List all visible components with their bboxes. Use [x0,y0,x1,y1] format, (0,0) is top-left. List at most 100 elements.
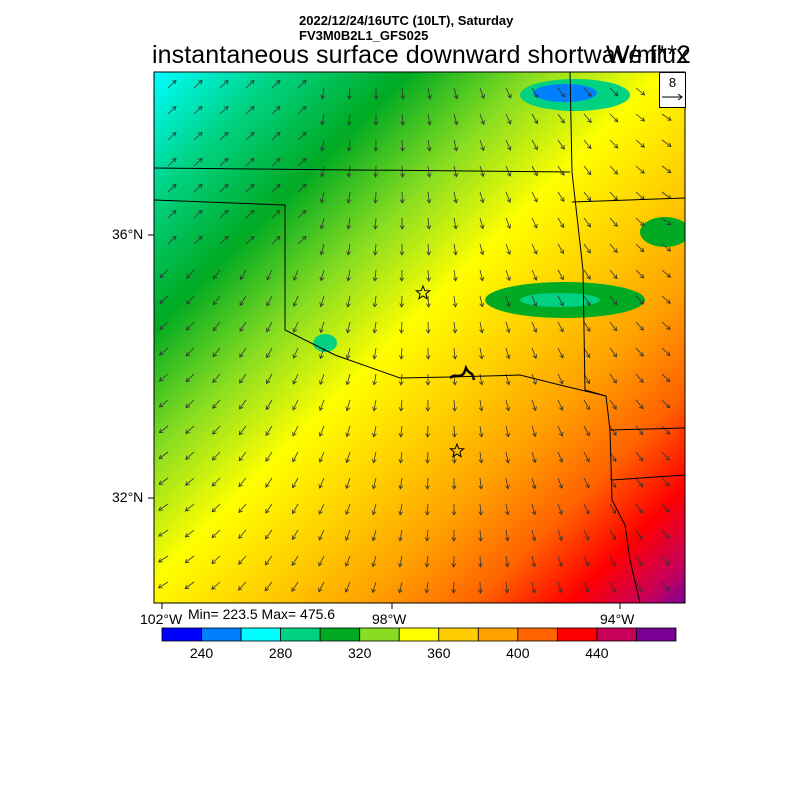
wind-vector-head [480,172,485,178]
wind-vector [158,451,169,459]
wind-vector-head [185,481,190,486]
wind-vector [264,581,273,591]
wind-vector-head [346,173,352,178]
wind-vector [193,210,203,219]
wind-vector-head [451,459,457,464]
wind-vector-head [373,147,379,152]
wind-vector-head [319,354,324,360]
wind-vector [427,269,430,282]
wind-vector-head [398,407,404,412]
wind-vector-head [276,79,281,85]
wind-vector-head [478,380,484,386]
wind-vector [348,165,351,177]
wind-vector-head [612,431,617,436]
wind-vector-head [559,301,564,307]
wind-vector-head [532,328,538,333]
wind-vector [271,158,281,167]
wind-vector [319,399,325,411]
wind-vector [661,139,672,147]
wind-vector-head [320,146,325,152]
wind-vector-head [613,222,618,227]
wind-vector [321,113,325,125]
wind-vector-head [184,507,190,512]
wind-vector-head [212,300,218,306]
wind-vector [245,80,255,89]
wind-vector [401,139,404,152]
wind-vector-head [266,379,271,385]
wind-vector [239,399,247,410]
wind-vector [193,132,203,141]
wind-vector [531,165,538,176]
wind-vector-head [586,275,591,280]
wind-vector [347,269,351,281]
wind-vector [266,321,273,332]
wind-vector [297,80,307,89]
wind-vector [219,106,229,115]
wind-vector [505,113,511,125]
wind-vector-head [531,510,537,516]
wind-vector-head [198,235,203,241]
wind-vector-head [264,586,270,592]
wind-vector-head [158,402,164,408]
wind-vector-head [640,169,645,174]
wind-vector-head [276,209,281,215]
wind-vector [211,581,221,590]
wind-vector-head [424,563,430,568]
vector-reference-box: 8 [659,72,686,108]
wind-vector [265,477,273,488]
wind-vector-head [224,131,229,137]
wind-vector [400,399,403,411]
wind-vector [346,373,351,385]
wind-vector [557,165,565,176]
wind-vector [583,529,589,541]
wind-vector-head [158,532,163,537]
wind-vector-head [532,302,538,307]
wind-vector [167,106,177,115]
wind-vector-head [158,506,163,511]
wind-vector-head [666,299,671,304]
wind-vector [453,217,457,229]
wind-vector-head [559,275,564,281]
wind-vector-head [452,355,458,360]
wind-vector-head [612,300,618,306]
wind-vector [583,451,590,462]
wind-vector [372,555,377,567]
wind-vector [531,347,537,359]
wind-vector [427,165,430,177]
wind-vector-head [318,406,324,412]
wind-vector [453,321,456,333]
wind-vector [186,321,195,331]
wind-vector [271,210,281,219]
wind-vector [557,113,565,124]
wind-vector [321,139,325,151]
wind-vector-head [292,405,297,411]
wind-vector [158,503,169,511]
wind-vector-head [612,457,617,462]
wind-vector [583,399,590,410]
wind-vector-head [399,173,405,178]
wind-vector [347,217,351,229]
wind-vector [193,184,203,193]
wind-vector-head [451,511,457,516]
station-marker-north-icon [414,284,432,300]
wind-vector-head [612,405,617,410]
wind-vector [245,158,255,167]
wind-vector [292,425,299,436]
wind-vector-head [212,352,217,358]
wind-vector [583,503,590,515]
wind-vector-head [532,354,538,360]
wind-vector-head [531,562,537,568]
wind-vector [557,477,563,489]
wind-vector [159,373,169,382]
map-frame [153,71,686,604]
wind-vector-head [479,250,485,256]
wind-vector-head [398,433,404,438]
wind-vector-head [452,329,458,334]
wind-vector-head [371,458,377,464]
wind-vector [291,581,299,592]
wind-vector [583,139,592,149]
wind-vector [453,399,456,412]
wind-vector-head [212,326,218,332]
wind-vector [271,80,281,89]
wind-vector-head [302,183,307,189]
